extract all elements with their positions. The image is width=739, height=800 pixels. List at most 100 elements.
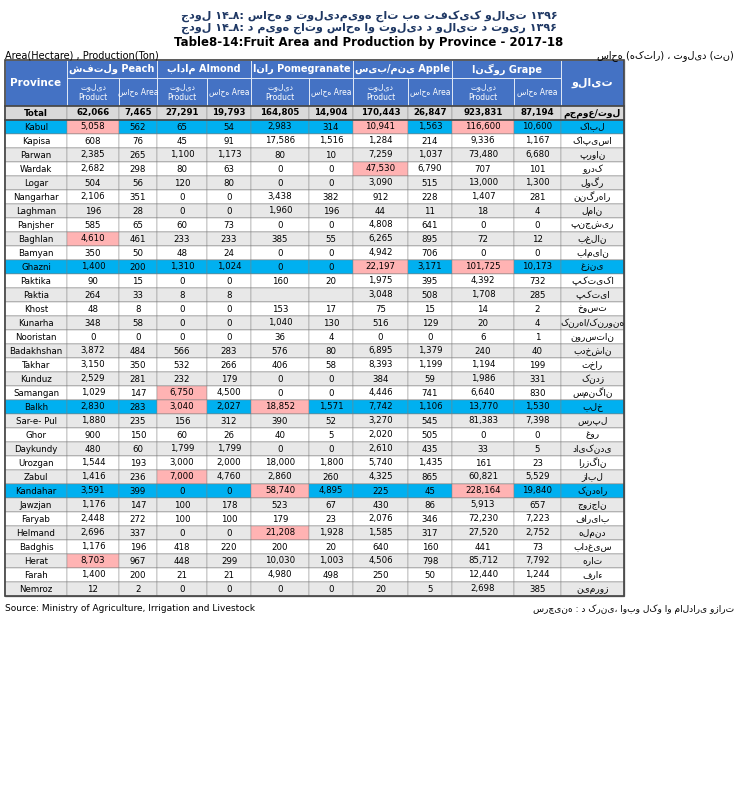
Bar bbox=[452, 288, 514, 302]
Text: سمنگان: سمنگان bbox=[572, 388, 613, 398]
Text: 18,000: 18,000 bbox=[265, 458, 295, 467]
Text: 0: 0 bbox=[427, 333, 433, 342]
Text: 27,291: 27,291 bbox=[166, 109, 199, 118]
Bar bbox=[452, 246, 514, 260]
Bar bbox=[5, 414, 67, 428]
Bar bbox=[408, 386, 452, 400]
Bar bbox=[67, 78, 119, 106]
Bar bbox=[452, 274, 514, 288]
Text: لوگر: لوگر bbox=[581, 178, 605, 188]
Bar bbox=[561, 582, 624, 596]
Text: 58,740: 58,740 bbox=[265, 486, 295, 495]
Bar bbox=[207, 162, 251, 176]
Bar bbox=[251, 526, 309, 540]
Bar bbox=[353, 78, 408, 106]
Bar bbox=[5, 120, 67, 134]
Bar bbox=[5, 232, 67, 246]
Text: 1,176: 1,176 bbox=[81, 542, 106, 551]
Bar bbox=[251, 568, 309, 582]
Text: 156: 156 bbox=[174, 417, 190, 426]
Text: 1,544: 1,544 bbox=[81, 458, 106, 467]
Bar bbox=[67, 120, 119, 134]
Text: Nangarhar: Nangarhar bbox=[13, 193, 59, 202]
Bar bbox=[251, 470, 309, 484]
Bar bbox=[561, 120, 624, 134]
Bar bbox=[309, 260, 353, 274]
Text: 80: 80 bbox=[274, 150, 285, 159]
Text: 60,821: 60,821 bbox=[468, 473, 498, 482]
Text: هلمند: هلمند bbox=[579, 529, 606, 538]
Text: Badakhshan: Badakhshan bbox=[10, 346, 63, 355]
Text: 147: 147 bbox=[130, 389, 146, 398]
Text: 0: 0 bbox=[277, 178, 283, 187]
Text: 1,800: 1,800 bbox=[319, 458, 344, 467]
Bar bbox=[207, 386, 251, 400]
Bar bbox=[119, 442, 157, 456]
Text: 5,058: 5,058 bbox=[81, 122, 106, 131]
Text: 116,600: 116,600 bbox=[465, 122, 501, 131]
Text: 62,066: 62,066 bbox=[76, 109, 109, 118]
Bar bbox=[207, 316, 251, 330]
Text: 0: 0 bbox=[180, 318, 185, 327]
Bar bbox=[353, 204, 408, 218]
Bar bbox=[119, 204, 157, 218]
Text: 12: 12 bbox=[87, 585, 98, 594]
Bar bbox=[157, 60, 251, 78]
Bar bbox=[514, 344, 561, 358]
Text: 14: 14 bbox=[477, 305, 488, 314]
Text: 1,024: 1,024 bbox=[217, 262, 242, 271]
Bar bbox=[67, 106, 119, 120]
Bar bbox=[5, 428, 624, 442]
Text: ساحه Area: ساحه Area bbox=[517, 87, 558, 97]
Text: Paktika: Paktika bbox=[21, 277, 52, 286]
Text: 22,197: 22,197 bbox=[366, 262, 395, 271]
Bar bbox=[408, 498, 452, 512]
Bar bbox=[157, 274, 207, 288]
Text: 58: 58 bbox=[132, 318, 143, 327]
Bar bbox=[5, 148, 67, 162]
Bar bbox=[353, 428, 408, 442]
Bar bbox=[408, 400, 452, 414]
Bar bbox=[5, 540, 67, 554]
Bar bbox=[251, 274, 309, 288]
Text: 2,860: 2,860 bbox=[268, 473, 293, 482]
Text: پروان: پروان bbox=[579, 150, 606, 159]
Bar bbox=[5, 232, 624, 246]
Bar bbox=[561, 148, 624, 162]
Text: 54: 54 bbox=[223, 122, 234, 131]
Bar bbox=[251, 232, 309, 246]
Bar bbox=[67, 526, 119, 540]
Text: 0: 0 bbox=[328, 262, 334, 271]
Bar bbox=[353, 414, 408, 428]
Bar bbox=[561, 526, 624, 540]
Bar bbox=[514, 554, 561, 568]
Bar bbox=[119, 162, 157, 176]
Text: 8: 8 bbox=[180, 290, 185, 299]
Text: Parwan: Parwan bbox=[21, 150, 52, 159]
Text: 1,563: 1,563 bbox=[418, 122, 443, 131]
Text: 0: 0 bbox=[535, 430, 540, 439]
Text: 585: 585 bbox=[85, 221, 101, 230]
Bar bbox=[5, 358, 624, 372]
Bar bbox=[67, 554, 119, 568]
Bar bbox=[353, 218, 408, 232]
Bar bbox=[251, 498, 309, 512]
Bar bbox=[157, 288, 207, 302]
Bar bbox=[119, 106, 157, 120]
Text: 0: 0 bbox=[535, 249, 540, 258]
Bar bbox=[5, 386, 67, 400]
Text: 44: 44 bbox=[375, 206, 386, 215]
Bar bbox=[5, 400, 624, 414]
Bar bbox=[251, 582, 309, 596]
Bar bbox=[5, 148, 624, 162]
Bar bbox=[452, 78, 514, 106]
Bar bbox=[67, 204, 119, 218]
Bar bbox=[251, 484, 309, 498]
Text: 0: 0 bbox=[226, 585, 232, 594]
Bar bbox=[309, 442, 353, 456]
Bar bbox=[251, 246, 309, 260]
Bar bbox=[119, 120, 157, 134]
Text: 10,173: 10,173 bbox=[522, 262, 553, 271]
Text: 430: 430 bbox=[372, 501, 389, 510]
Bar bbox=[5, 456, 67, 470]
